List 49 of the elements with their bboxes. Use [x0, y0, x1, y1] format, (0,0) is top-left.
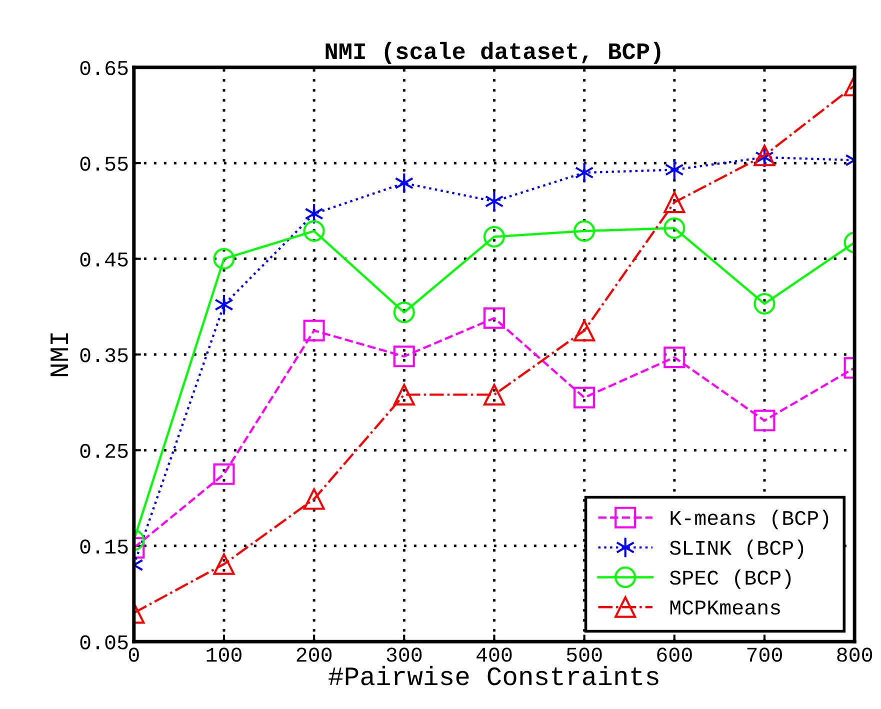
point [483, 226, 506, 248]
x-tick-label: 300 [386, 648, 422, 662]
point [574, 162, 594, 184]
x-tick-label: 200 [296, 648, 332, 662]
point [484, 190, 504, 212]
legend-label: SPEC (BCP) [670, 569, 791, 589]
y-tick-label: 0.35 [80, 348, 128, 362]
x-tick-label: 400 [476, 648, 512, 662]
point [393, 346, 415, 368]
point [664, 346, 686, 368]
legend-label: MCPKmeans [670, 600, 780, 615]
x-tick-label: 600 [657, 648, 692, 662]
point [574, 220, 596, 242]
legend-label: K-means (BCP) [670, 510, 828, 530]
point [303, 320, 325, 342]
point [213, 463, 235, 485]
point [394, 172, 414, 194]
point [574, 386, 596, 408]
point [483, 384, 506, 406]
y-tick-label: 0.55 [80, 156, 128, 171]
point [483, 307, 506, 329]
point [393, 384, 415, 406]
point [214, 294, 234, 316]
point [574, 320, 596, 342]
point [213, 553, 235, 575]
point [664, 217, 686, 239]
y-axis-title: NMI [50, 333, 68, 376]
point [754, 293, 776, 315]
point [664, 192, 686, 214]
point [304, 203, 324, 225]
x-tick-label: 100 [206, 648, 242, 662]
x-tick-label: 700 [747, 648, 782, 662]
x-axis-title: #Pairwise Constraints [328, 666, 658, 686]
point [664, 159, 684, 181]
x-tick-label: 800 [837, 648, 872, 662]
y-tick-label: 0.05 [80, 635, 128, 650]
point [303, 220, 325, 242]
x-tick-label: 0 [128, 648, 139, 662]
legend-label: SLINK (BCP) [670, 540, 804, 560]
point [754, 410, 776, 432]
y-tick-label: 0.25 [80, 444, 128, 458]
x-tick-label: 500 [566, 648, 602, 662]
point [393, 302, 415, 324]
y-tick-label: 0.45 [80, 252, 128, 267]
y-tick-label: 0.15 [80, 540, 128, 554]
point [303, 488, 325, 510]
y-tick-label: 0.65 [80, 60, 128, 76]
chart-title: NMI (scale dataset, BCP) [326, 42, 660, 64]
point [213, 248, 235, 270]
